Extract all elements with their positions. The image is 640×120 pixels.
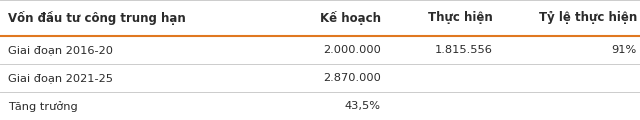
Text: Tỷ lệ thực hiện: Tỷ lệ thực hiện xyxy=(538,12,637,24)
Text: 2.870.000: 2.870.000 xyxy=(323,73,381,83)
Text: Giai đoạn 2016-20: Giai đoạn 2016-20 xyxy=(8,45,113,55)
Text: 43,5%: 43,5% xyxy=(345,101,381,111)
Text: 1.815.556: 1.815.556 xyxy=(435,45,493,55)
Text: Kế hoạch: Kế hoạch xyxy=(320,11,381,25)
Text: 91%: 91% xyxy=(612,45,637,55)
Text: Thực hiện: Thực hiện xyxy=(428,12,493,24)
Text: Giai đoạn 2021-25: Giai đoạn 2021-25 xyxy=(8,73,113,83)
Text: Vốn đầu tư công trung hạn: Vốn đầu tư công trung hạn xyxy=(8,11,186,25)
Text: 2.000.000: 2.000.000 xyxy=(323,45,381,55)
Text: Tăng trưởng: Tăng trưởng xyxy=(8,101,77,112)
